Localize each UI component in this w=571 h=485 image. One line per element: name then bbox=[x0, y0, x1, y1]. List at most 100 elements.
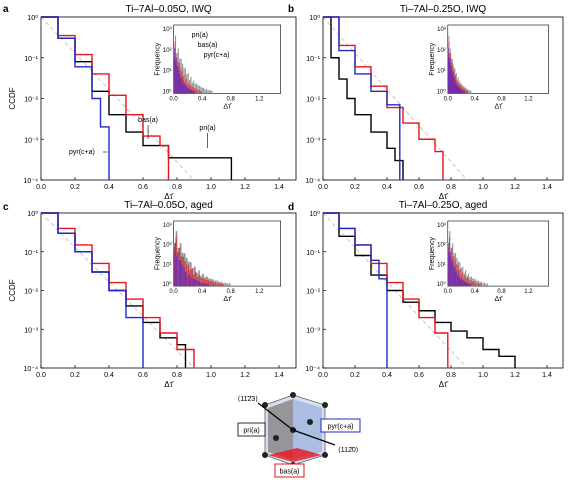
hist-bar-bas bbox=[462, 88, 463, 94]
prism-plane bbox=[268, 399, 293, 459]
inset-x-tick-label: 0.0 bbox=[444, 96, 453, 102]
inset-y-tick-label: 10⁰ bbox=[163, 88, 173, 95]
hist-bar-pyr bbox=[174, 47, 176, 94]
hist-bar-pyr bbox=[462, 90, 464, 94]
inset-y-tick-label: 10³ bbox=[437, 223, 446, 229]
hist-bar-bas bbox=[479, 283, 480, 287]
hist-bar-pyr bbox=[459, 88, 460, 94]
hist-bar-pyr bbox=[455, 80, 456, 94]
x-tick-label: 0.0 bbox=[318, 184, 328, 191]
hist-bar-pyr bbox=[448, 242, 450, 287]
inset-y-tick-label: 10³ bbox=[163, 223, 172, 229]
hist-bar-bas bbox=[191, 86, 193, 94]
x-tick-label: 1.2 bbox=[510, 184, 520, 191]
hist-bar-bas bbox=[473, 281, 474, 287]
hist-bar-pri bbox=[216, 280, 219, 287]
direction-label-1: ⟨11̄2̄3⟩ bbox=[237, 395, 258, 403]
hist-bar-bas bbox=[184, 260, 186, 287]
y-tick-label: 10⁻¹ bbox=[24, 56, 38, 63]
hist-bar-pyr bbox=[202, 282, 204, 287]
hist-bar-pyr bbox=[176, 255, 178, 287]
hist-bar-pyr bbox=[185, 85, 186, 94]
hist-bar-pyr bbox=[458, 278, 460, 287]
hist-bar-bas bbox=[464, 275, 466, 287]
hist-bar-pri bbox=[186, 74, 188, 94]
y-tick-label: 10⁻² bbox=[24, 97, 38, 104]
hist-bar-pyr bbox=[187, 87, 189, 94]
y-tick-label: 10⁻² bbox=[306, 97, 320, 104]
inset-x-tick-label: 1.2 bbox=[524, 289, 533, 295]
hist-bar-bas bbox=[457, 264, 459, 287]
inset-x-tick-label: 1.2 bbox=[255, 289, 264, 295]
y-tick-label: 10⁻⁴ bbox=[24, 366, 39, 373]
hist-bar-bas bbox=[474, 282, 476, 287]
hist-bar-pyr bbox=[456, 85, 458, 94]
hist-bar-pyr bbox=[188, 88, 189, 94]
pyramidal-plane bbox=[293, 399, 322, 459]
hist-bar-pyr bbox=[451, 69, 453, 94]
inset-legend-label: pri(a) bbox=[192, 32, 208, 39]
panel-label: c bbox=[3, 202, 9, 213]
hist-bar-bas bbox=[205, 279, 208, 287]
hist-bar-pyr bbox=[447, 251, 449, 287]
hist-bar-pyr bbox=[453, 77, 455, 94]
hist-bar-bas bbox=[200, 91, 201, 94]
hist-bar-pyr bbox=[173, 57, 175, 94]
inset-x-tick-label: 1.2 bbox=[255, 96, 264, 102]
hist-bar-pyr bbox=[178, 69, 179, 94]
chart-title: Ti–7Al–0.05O, IWQ bbox=[125, 4, 212, 15]
hist-bar-pyr bbox=[454, 267, 456, 287]
hist-bar-bas bbox=[193, 274, 195, 287]
x-tick-label: 1.4 bbox=[542, 184, 552, 191]
inset-y-tick-label: 10⁰ bbox=[163, 281, 173, 288]
hist-bar-pyr bbox=[462, 279, 463, 287]
hist-bar-pyr bbox=[459, 88, 461, 94]
hist-bar-pyr bbox=[178, 259, 180, 287]
x-axis-label: Δτ̄ bbox=[164, 380, 175, 389]
hist-bar-pyr bbox=[179, 73, 181, 94]
x-tick-label: 0.2 bbox=[350, 372, 360, 379]
hist-bar-bas bbox=[196, 276, 199, 287]
hist-bar-bas bbox=[216, 283, 218, 287]
hist-bar-bas bbox=[187, 81, 189, 94]
hist-bar-pri bbox=[467, 90, 469, 94]
inset-y-tick-label: 10² bbox=[437, 48, 446, 54]
hist-bar-pyr bbox=[460, 278, 462, 287]
hist-bar-pyr bbox=[470, 283, 472, 287]
hist-bar-pyr bbox=[187, 275, 189, 287]
hist-bar-bas bbox=[471, 281, 473, 287]
hist-bar-bas bbox=[196, 89, 197, 94]
x-tick-label: 0.8 bbox=[446, 184, 456, 191]
hist-bar-bas bbox=[476, 283, 478, 287]
hist-bar-pri bbox=[465, 270, 467, 287]
inset-x-label: Δτ̄ bbox=[494, 103, 502, 110]
inset-y-label: Frequency bbox=[429, 237, 436, 271]
hist-bar-pyr bbox=[204, 283, 206, 287]
inset-x-tick-label: 0.8 bbox=[497, 289, 506, 295]
y-tick-label: 10⁰ bbox=[309, 210, 320, 218]
inset-x-tick-label: 1.2 bbox=[524, 96, 533, 102]
hist-bar-pri bbox=[469, 90, 471, 94]
inset-y-tick-label: 10¹ bbox=[163, 262, 172, 268]
inset-y-label: Frequency bbox=[155, 42, 162, 76]
hist-bar-pyr bbox=[182, 80, 184, 94]
hist-bar-pyr bbox=[189, 88, 191, 94]
chart-title: Ti–7Al–0.25O, aged bbox=[399, 200, 488, 211]
hist-bar-pyr bbox=[175, 61, 176, 94]
hist-bar-pri bbox=[483, 282, 485, 287]
inset-x-label: Δτ̄ bbox=[223, 103, 231, 110]
hist-bar-pyr bbox=[188, 273, 190, 287]
hist-bar-pyr bbox=[185, 271, 187, 287]
inset-x-tick-label: 0.8 bbox=[227, 96, 236, 102]
hist-bar-pyr bbox=[174, 242, 176, 287]
hist-bar-pyr bbox=[175, 57, 177, 94]
hist-bar-pyr bbox=[461, 278, 463, 287]
hist-bar-pyr bbox=[177, 252, 179, 287]
hist-bar-pyr bbox=[208, 283, 209, 287]
y-tick-label: 10⁻³ bbox=[306, 137, 320, 144]
x-tick-label: 0.2 bbox=[350, 184, 360, 191]
hist-bar-bas bbox=[220, 283, 222, 287]
hist-bar-pyr bbox=[183, 84, 185, 94]
hist-bar-pyr bbox=[173, 251, 175, 287]
hist-bar-pri bbox=[486, 283, 488, 287]
